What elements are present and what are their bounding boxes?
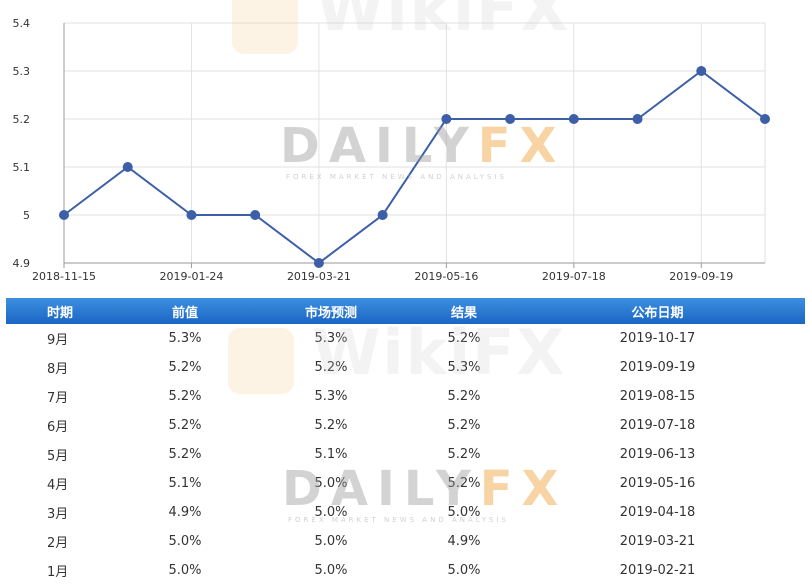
cell-previous: 5.2% bbox=[168, 360, 202, 375]
y-tick-label: 5 bbox=[23, 209, 30, 222]
cell-period: 4月 bbox=[47, 478, 69, 493]
table-row: 7月 5.2% 5.3% 5.2% 2019-08-15 bbox=[6, 382, 805, 411]
cell-period: 6月 bbox=[47, 420, 69, 435]
table-row: 1月 5.0% 5.0% 5.0% 2019-02-21 bbox=[6, 556, 805, 585]
cell-actual: 5.2% bbox=[447, 447, 481, 462]
data-point bbox=[441, 114, 452, 124]
cell-forecast: 5.0% bbox=[314, 534, 348, 549]
cell-actual: 5.0% bbox=[447, 505, 481, 520]
x-tick-label: 2019-05-16 bbox=[414, 270, 478, 283]
chart-axes bbox=[63, 23, 765, 268]
cell-previous: 5.0% bbox=[168, 563, 202, 578]
cell-release-date: 2019-08-15 bbox=[619, 389, 696, 404]
cell-actual: 4.9% bbox=[447, 534, 481, 549]
header-period: 时期 bbox=[6, 298, 126, 324]
cell-release-date: 2019-05-16 bbox=[619, 476, 696, 491]
cell-forecast: 5.0% bbox=[314, 505, 348, 520]
table-row: 8月 5.2% 5.2% 5.3% 2019-09-19 bbox=[6, 353, 805, 382]
cell-forecast: 5.2% bbox=[314, 360, 348, 375]
chart-series bbox=[59, 66, 770, 268]
x-tick-label: 2019-03-21 bbox=[287, 270, 351, 283]
table-row: 9月 5.3% 5.3% 5.2% 2019-10-17 bbox=[6, 324, 805, 353]
y-tick-label: 4.9 bbox=[13, 257, 31, 270]
cell-actual: 5.2% bbox=[447, 476, 481, 491]
data-point bbox=[568, 114, 579, 124]
cell-release-date: 2019-06-13 bbox=[619, 447, 696, 462]
cell-forecast: 5.3% bbox=[314, 331, 348, 346]
table-row: 3月 4.9% 5.0% 5.0% 2019-04-18 bbox=[6, 498, 805, 527]
cell-release-date: 2019-04-18 bbox=[619, 505, 696, 520]
data-point bbox=[59, 210, 69, 220]
cell-previous: 5.2% bbox=[168, 447, 202, 462]
y-tick-label: 5.4 bbox=[13, 17, 31, 30]
cell-actual: 5.2% bbox=[447, 418, 481, 433]
cell-period: 2月 bbox=[47, 536, 69, 551]
cell-release-date: 2019-09-19 bbox=[619, 360, 696, 375]
data-point bbox=[313, 258, 324, 268]
cell-release-date: 2019-07-18 bbox=[619, 418, 696, 433]
cell-actual: 5.2% bbox=[447, 389, 481, 404]
data-point bbox=[632, 114, 643, 124]
data-point bbox=[760, 114, 770, 124]
header-forecast: 市场预测 bbox=[244, 298, 418, 324]
header-previous: 前值 bbox=[126, 298, 244, 324]
header-release-date: 公布日期 bbox=[510, 298, 805, 324]
cell-actual: 5.3% bbox=[447, 360, 481, 375]
y-tick-label: 5.3 bbox=[13, 65, 31, 78]
cell-release-date: 2019-10-17 bbox=[619, 331, 696, 346]
cell-period: 9月 bbox=[47, 333, 69, 348]
line-chart: 4.955.15.25.35.4 2018-11-15 2019-01-24 201… bbox=[13, 17, 770, 283]
x-tick-label: 2019-01-24 bbox=[159, 270, 223, 283]
data-point bbox=[186, 210, 197, 220]
table-row: 4月 5.1% 5.0% 5.2% 2019-05-16 bbox=[6, 469, 805, 498]
cell-forecast: 5.2% bbox=[314, 418, 348, 433]
cell-actual: 5.0% bbox=[447, 563, 481, 578]
data-point bbox=[122, 162, 133, 172]
cell-period: 3月 bbox=[47, 507, 69, 522]
cell-previous: 5.2% bbox=[168, 389, 202, 404]
cell-forecast: 5.0% bbox=[314, 476, 348, 491]
table-row: 5月 5.2% 5.1% 5.2% 2019-06-13 bbox=[6, 440, 805, 469]
cell-period: 5月 bbox=[47, 449, 69, 464]
table-header-row: 时期 前值 市场预测 结果 公布日期 bbox=[6, 298, 805, 324]
y-axis-labels: 4.9 5 5.1 5.2 5.3 5.4 bbox=[13, 17, 31, 270]
chart-grid bbox=[64, 22, 766, 263]
data-point bbox=[505, 114, 516, 124]
series-line bbox=[63, 69, 766, 265]
cell-forecast: 5.0% bbox=[314, 563, 348, 578]
y-tick-label: 5.2 bbox=[13, 113, 31, 126]
x-tick-label: 2019-09-19 bbox=[669, 270, 733, 283]
header-actual: 结果 bbox=[418, 298, 510, 324]
cell-previous: 5.3% bbox=[168, 331, 202, 346]
cell-period: 1月 bbox=[47, 565, 69, 580]
cell-previous: 4.9% bbox=[168, 505, 202, 520]
cell-release-date: 2019-02-21 bbox=[619, 563, 696, 578]
x-tick-label: 2019-07-18 bbox=[542, 270, 606, 283]
table-row: 6月 5.2% 5.2% 5.2% 2019-07-18 bbox=[6, 411, 805, 440]
data-point bbox=[696, 66, 707, 76]
cell-actual: 5.2% bbox=[447, 331, 481, 346]
cell-period: 8月 bbox=[47, 362, 69, 377]
data-table: 时期 前值 市场预测 结果 公布日期 9月 5.3% 5.3% 5.2% 201… bbox=[6, 298, 805, 585]
cell-previous: 5.2% bbox=[168, 418, 202, 433]
cell-forecast: 5.3% bbox=[314, 389, 348, 404]
cell-forecast: 5.1% bbox=[314, 447, 348, 462]
table-row: 2月 5.0% 5.0% 4.9% 2019-03-21 bbox=[6, 527, 805, 556]
cell-period: 7月 bbox=[47, 391, 69, 406]
data-point bbox=[250, 210, 261, 220]
cell-previous: 5.0% bbox=[168, 534, 202, 549]
y-tick-label: 5.1 bbox=[13, 161, 31, 174]
x-tick-label: 2018-11-15 bbox=[32, 270, 96, 283]
x-axis-labels: 2018-11-15 2019-01-24 2019-03-21 2019-05-16… bbox=[32, 270, 733, 283]
cell-release-date: 2019-03-21 bbox=[619, 534, 696, 549]
data-point bbox=[377, 210, 388, 220]
cell-previous: 5.1% bbox=[168, 476, 202, 491]
